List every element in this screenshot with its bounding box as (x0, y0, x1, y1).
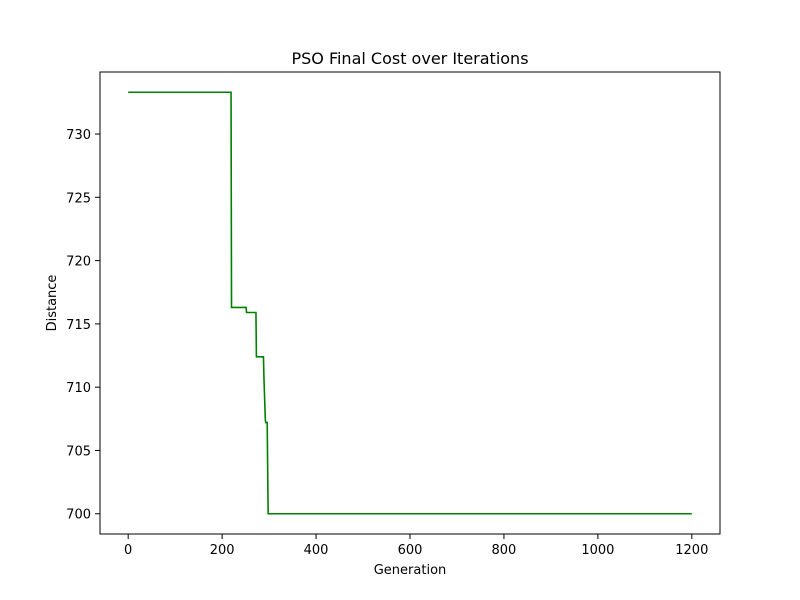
y-axis-ticks: 700 705 710 715 720 725 730 (66, 128, 100, 523)
y-tick-label: 705 (66, 444, 91, 459)
chart-title: PSO Final Cost over Iterations (291, 49, 528, 68)
x-tick-label: 800 (492, 543, 517, 558)
y-tick-label: 715 (66, 318, 91, 333)
x-tick-label: 600 (398, 543, 423, 558)
x-tick-label: 0 (124, 543, 132, 558)
plot-frame (99, 71, 721, 535)
x-axis-label: Generation (374, 563, 447, 578)
x-axis-ticks: 0 200 400 600 800 1000 1200 (124, 534, 708, 558)
series-line-distance (128, 91, 692, 515)
y-axis-label: Distance (45, 275, 60, 332)
x-tick-label: 1200 (675, 543, 708, 558)
x-tick-label: 1000 (581, 543, 614, 558)
x-tick-label: 200 (210, 543, 235, 558)
y-tick-label: 700 (66, 508, 91, 523)
plot-area (99, 71, 721, 535)
y-tick-label: 730 (66, 128, 91, 143)
y-tick-label: 710 (66, 381, 91, 396)
x-tick-label: 400 (304, 543, 329, 558)
y-tick-label: 720 (66, 255, 91, 270)
y-tick-label: 725 (66, 191, 91, 206)
